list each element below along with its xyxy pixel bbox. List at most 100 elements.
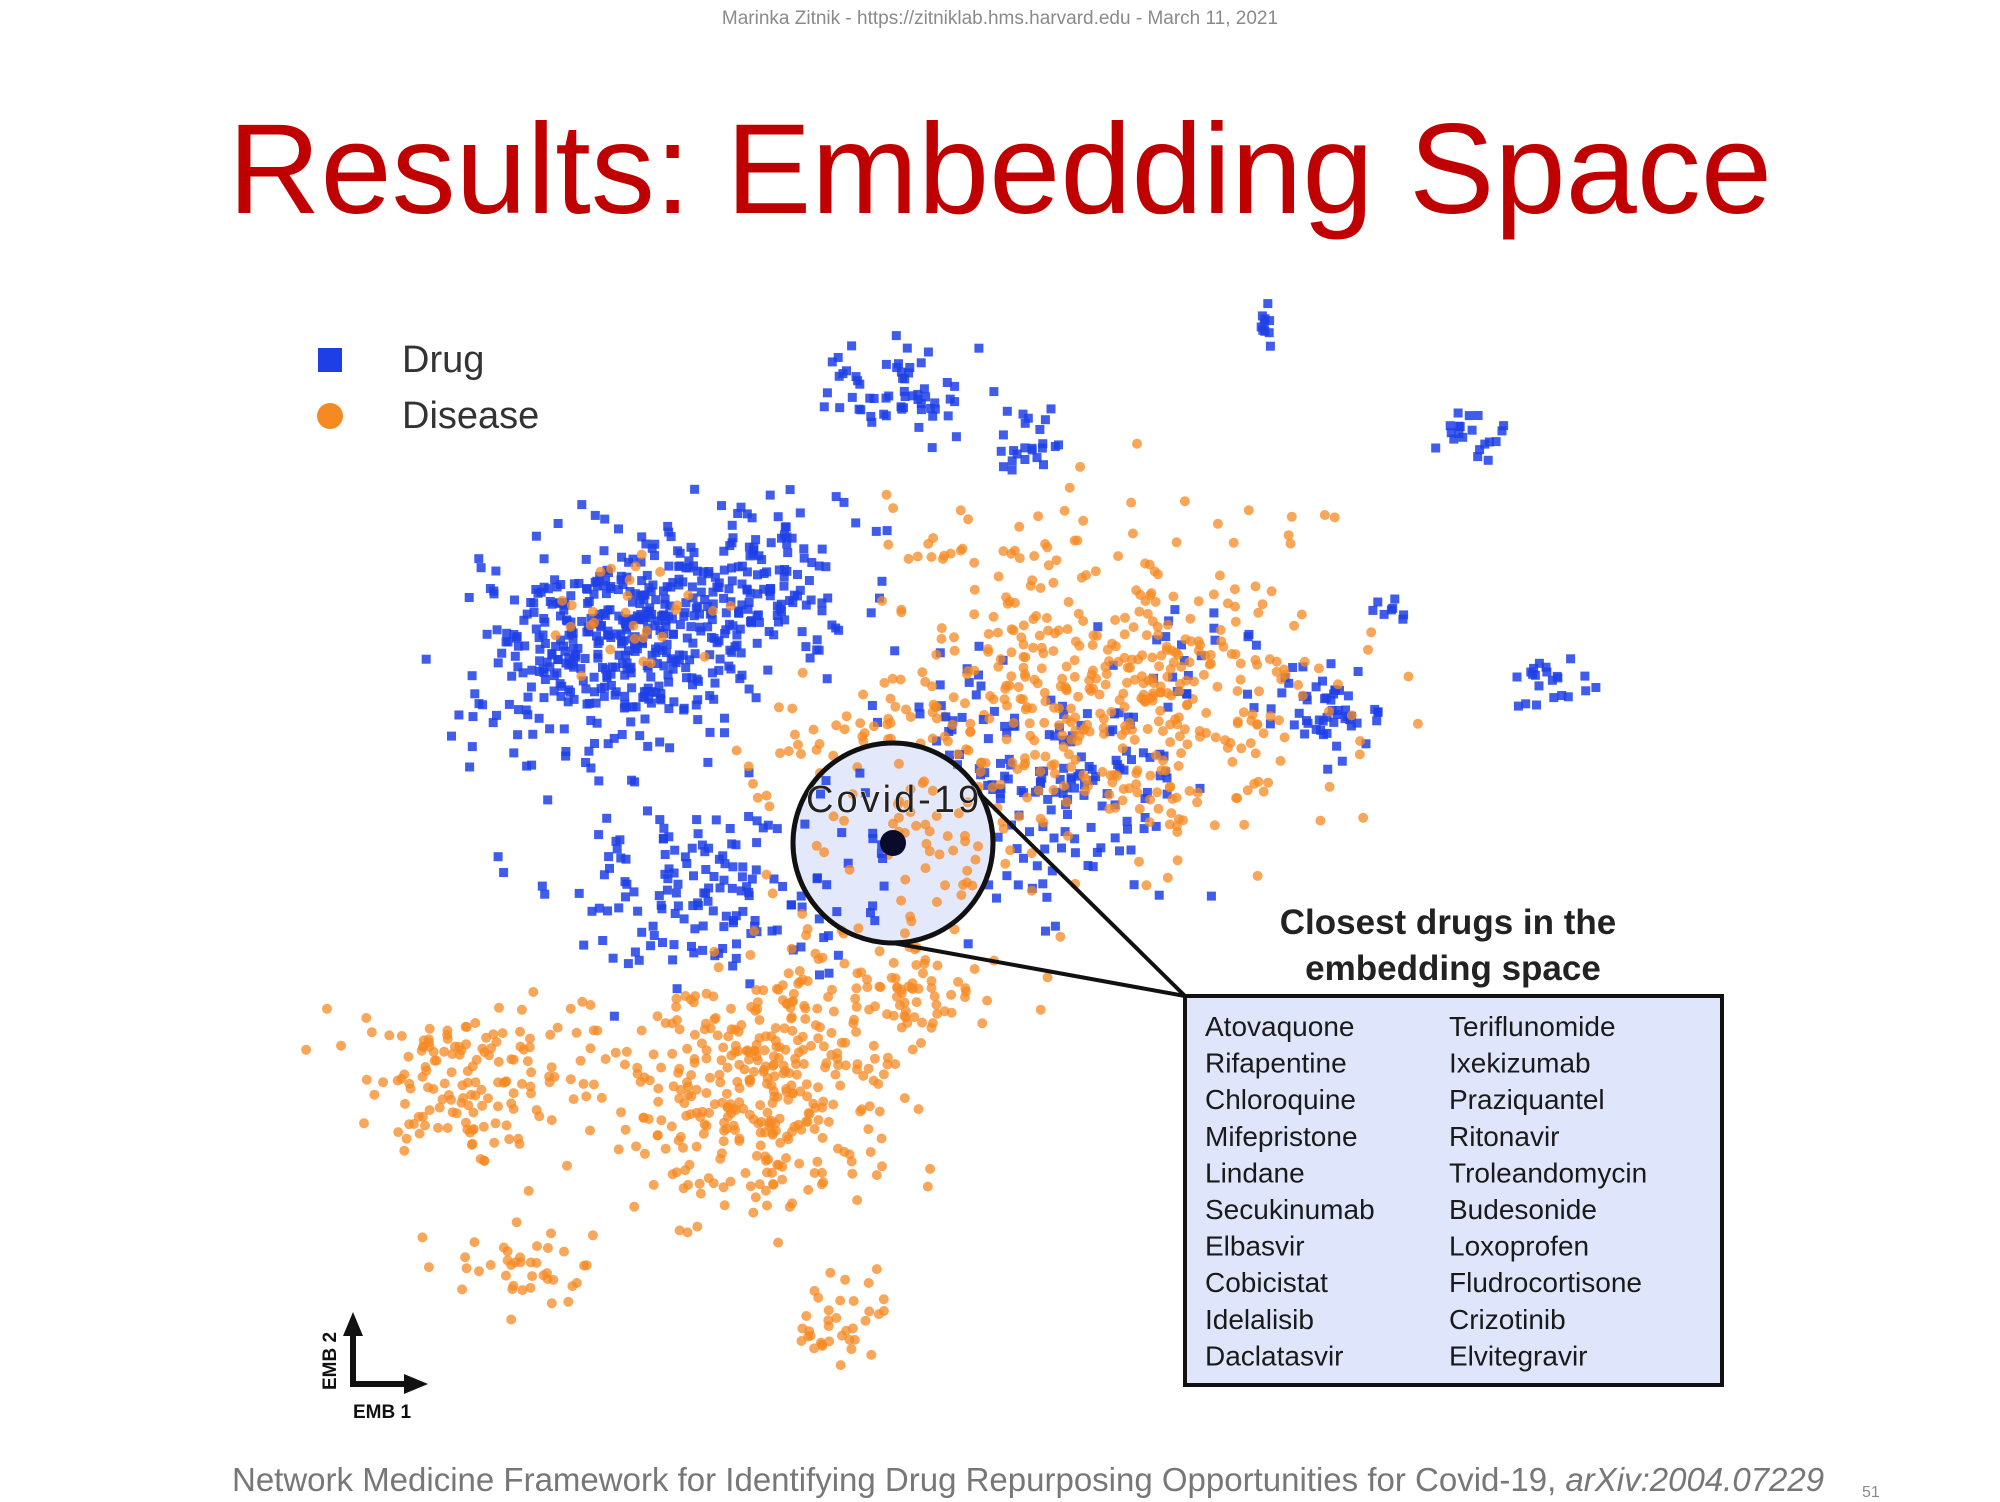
drug-point — [671, 888, 681, 898]
disease-point — [461, 1022, 472, 1032]
disease-point — [948, 692, 959, 703]
disease-point — [508, 1088, 519, 1099]
drug-point — [1346, 721, 1356, 731]
disease-point — [902, 1018, 913, 1028]
disease-point — [1250, 581, 1261, 592]
disease-point — [657, 631, 668, 642]
drug-point — [474, 554, 484, 564]
drug-point — [695, 609, 704, 619]
disease-point — [1173, 712, 1184, 723]
drug-point — [599, 870, 609, 880]
drug-point — [470, 689, 480, 699]
drug-point — [687, 843, 697, 853]
drug-point — [600, 610, 610, 620]
drug-point — [625, 587, 635, 596]
drug-point — [1115, 763, 1125, 773]
drug-point — [653, 616, 663, 626]
drug-point — [550, 575, 560, 585]
drug-point — [708, 599, 718, 609]
disease-point — [828, 1099, 839, 1110]
drug-name: Crizotinib — [1449, 1304, 1566, 1335]
drug-point — [727, 883, 737, 893]
disease-point — [1155, 687, 1166, 698]
disease-point — [890, 701, 901, 712]
drug-point — [812, 873, 822, 883]
disease-point — [969, 557, 980, 568]
drug-point — [914, 422, 924, 432]
disease-point — [1232, 686, 1243, 696]
drug-point — [529, 607, 539, 617]
drug-point — [478, 700, 488, 710]
drug-point — [674, 574, 684, 584]
disease-point — [1120, 612, 1130, 623]
drug-point — [659, 833, 668, 843]
disease-point — [698, 1128, 709, 1139]
drug-point — [559, 724, 569, 734]
drug-point — [514, 705, 523, 715]
disease-point — [1276, 674, 1287, 685]
disease-point — [770, 1023, 781, 1033]
disease-point — [740, 1168, 751, 1178]
disease-point — [823, 1305, 834, 1316]
drug-name: Ixekizumab — [1449, 1048, 1591, 1079]
drug-point — [714, 665, 724, 675]
legend-disease-label: Disease — [402, 395, 539, 437]
drug-point — [586, 613, 596, 623]
drug-point — [1047, 866, 1057, 876]
disease-point — [490, 1118, 501, 1129]
drug-point — [797, 627, 807, 637]
drug-point — [1050, 731, 1060, 741]
legend: Drug Disease — [317, 339, 539, 437]
disease-point — [760, 1185, 771, 1196]
drug-point — [622, 664, 632, 674]
disease-point — [517, 1078, 527, 1089]
callout-title-line2: embedding space — [1305, 949, 1601, 988]
drug-point — [578, 676, 588, 686]
disease-point — [1173, 761, 1184, 771]
disease-point — [1035, 1004, 1046, 1015]
disease-point — [1110, 615, 1121, 625]
disease-point — [449, 1041, 460, 1052]
disease-point — [366, 1027, 377, 1038]
drug-point — [814, 914, 824, 924]
drug-point — [1044, 730, 1054, 740]
drug-point — [657, 904, 667, 914]
disease-point — [1144, 817, 1155, 828]
disease-point — [384, 1030, 395, 1041]
drug-point — [944, 727, 954, 736]
disease-point — [671, 1001, 682, 1012]
disease-point — [1252, 870, 1263, 881]
disease-point — [962, 865, 973, 876]
drug-point — [752, 838, 762, 848]
disease-point — [1313, 663, 1324, 674]
drug-point — [891, 331, 901, 341]
disease-point — [1257, 599, 1268, 610]
disease-point — [1094, 689, 1105, 700]
drug-point — [1473, 411, 1483, 420]
drug-point — [843, 858, 853, 868]
disease-point — [507, 1284, 518, 1295]
disease-point — [1212, 681, 1223, 692]
drug-point — [795, 585, 805, 595]
disease-point — [1134, 856, 1144, 867]
disease-point — [787, 1025, 798, 1036]
drug-point — [787, 900, 797, 910]
disease-point — [828, 811, 839, 822]
disease-point — [513, 1133, 524, 1144]
disease-point — [524, 1042, 535, 1053]
disease-point — [825, 1267, 836, 1278]
drug-point — [1163, 702, 1173, 712]
drug-point — [638, 590, 648, 600]
drug-point — [560, 646, 570, 656]
disease-point — [1008, 718, 1019, 728]
drug-point — [1529, 663, 1539, 673]
drug-name: Rifapentine — [1205, 1048, 1347, 1079]
drug-point — [1046, 805, 1056, 815]
drug-point — [1083, 861, 1093, 870]
drug-point — [476, 563, 486, 573]
disease-point — [491, 1037, 502, 1047]
disease-point — [420, 1120, 430, 1131]
disease-point — [1039, 687, 1050, 698]
disease-point — [1063, 597, 1074, 607]
drug-point — [785, 596, 795, 605]
